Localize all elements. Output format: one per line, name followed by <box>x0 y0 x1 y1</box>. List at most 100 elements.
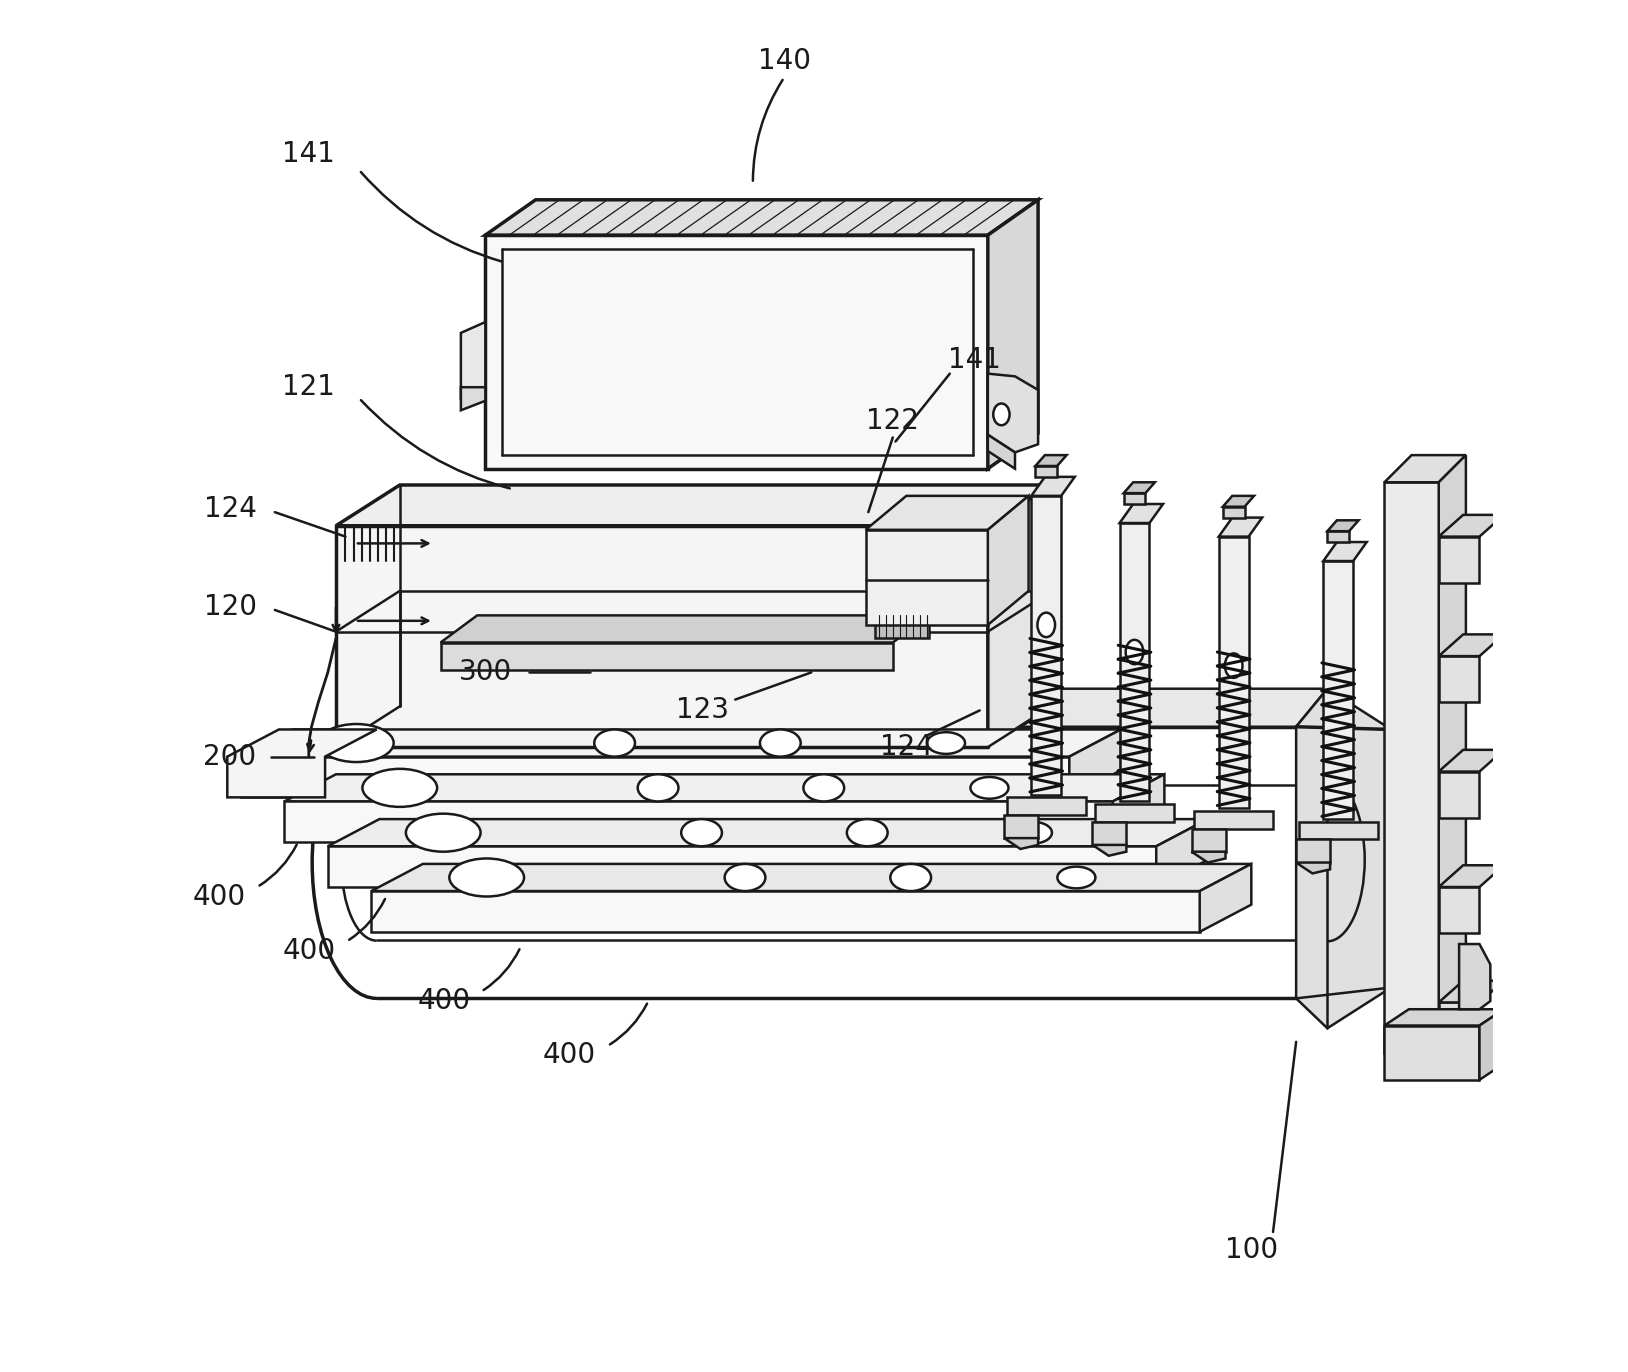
Ellipse shape <box>970 777 1008 799</box>
Polygon shape <box>1324 542 1368 561</box>
Ellipse shape <box>638 774 679 801</box>
Ellipse shape <box>803 774 845 801</box>
Polygon shape <box>1114 774 1164 842</box>
Polygon shape <box>1439 536 1480 583</box>
Polygon shape <box>1035 466 1057 477</box>
Ellipse shape <box>319 724 394 761</box>
FancyArrowPatch shape <box>484 949 519 991</box>
Polygon shape <box>1004 838 1039 849</box>
Polygon shape <box>441 642 892 670</box>
Text: 300: 300 <box>459 659 511 686</box>
Polygon shape <box>1035 456 1066 466</box>
FancyArrowPatch shape <box>361 172 501 262</box>
Polygon shape <box>1324 561 1353 819</box>
Polygon shape <box>1439 634 1504 656</box>
Text: 400: 400 <box>544 1041 596 1069</box>
Polygon shape <box>1384 1010 1504 1025</box>
Text: 400: 400 <box>282 937 335 965</box>
Ellipse shape <box>363 768 438 807</box>
Polygon shape <box>1384 483 1439 1052</box>
Polygon shape <box>1031 477 1074 495</box>
Polygon shape <box>1123 483 1154 493</box>
Text: 122: 122 <box>866 407 920 435</box>
Polygon shape <box>285 774 1164 801</box>
Polygon shape <box>1120 523 1149 801</box>
Text: 141: 141 <box>947 346 1001 375</box>
Polygon shape <box>1192 852 1226 863</box>
Text: 200: 200 <box>204 742 257 771</box>
Polygon shape <box>1439 981 1504 1003</box>
Ellipse shape <box>405 814 480 852</box>
Polygon shape <box>866 530 988 624</box>
Polygon shape <box>1123 493 1146 504</box>
Polygon shape <box>1092 845 1127 856</box>
Ellipse shape <box>1224 653 1242 678</box>
Polygon shape <box>376 689 1327 727</box>
Ellipse shape <box>594 730 635 756</box>
Polygon shape <box>228 730 376 797</box>
FancyArrowPatch shape <box>348 899 384 940</box>
FancyArrowPatch shape <box>259 845 296 885</box>
Polygon shape <box>241 730 1122 756</box>
Ellipse shape <box>449 859 524 896</box>
Polygon shape <box>1439 888 1480 933</box>
Ellipse shape <box>1125 639 1143 664</box>
Polygon shape <box>1192 829 1226 852</box>
Text: 124: 124 <box>204 495 257 524</box>
Ellipse shape <box>760 730 801 756</box>
Polygon shape <box>988 495 1029 624</box>
Polygon shape <box>1120 504 1162 523</box>
Text: 121: 121 <box>282 373 335 401</box>
Polygon shape <box>1439 656 1480 702</box>
Polygon shape <box>1219 536 1249 808</box>
Polygon shape <box>988 200 1039 469</box>
Polygon shape <box>1223 506 1244 517</box>
Text: 400: 400 <box>192 882 246 911</box>
Polygon shape <box>371 890 1200 932</box>
Polygon shape <box>327 819 1208 847</box>
Polygon shape <box>1092 822 1127 845</box>
FancyArrowPatch shape <box>361 401 510 488</box>
Polygon shape <box>335 484 1052 525</box>
Polygon shape <box>1296 689 1392 1028</box>
Text: 124: 124 <box>879 733 933 761</box>
Ellipse shape <box>1057 867 1096 888</box>
Polygon shape <box>1384 1025 1480 1080</box>
Ellipse shape <box>891 864 931 890</box>
Ellipse shape <box>724 864 765 890</box>
Polygon shape <box>1384 456 1465 483</box>
Polygon shape <box>461 322 485 398</box>
Ellipse shape <box>993 403 1009 425</box>
Text: 140: 140 <box>757 47 811 75</box>
Polygon shape <box>1004 815 1039 838</box>
Polygon shape <box>1327 520 1359 531</box>
Polygon shape <box>285 801 1114 842</box>
Polygon shape <box>1296 863 1330 874</box>
Polygon shape <box>1296 840 1330 863</box>
Polygon shape <box>461 387 485 410</box>
Polygon shape <box>1480 1010 1504 1080</box>
Polygon shape <box>1223 495 1254 506</box>
Polygon shape <box>335 525 988 748</box>
Polygon shape <box>988 373 1039 453</box>
Polygon shape <box>1439 750 1504 771</box>
Polygon shape <box>1219 517 1262 536</box>
Polygon shape <box>1006 797 1086 815</box>
Polygon shape <box>1439 514 1504 536</box>
Polygon shape <box>1195 811 1273 829</box>
Polygon shape <box>241 756 1070 797</box>
Ellipse shape <box>681 819 721 847</box>
Polygon shape <box>1031 495 1061 794</box>
Polygon shape <box>485 200 1039 235</box>
Polygon shape <box>1096 804 1174 822</box>
Polygon shape <box>1070 730 1122 797</box>
Polygon shape <box>1439 456 1465 1052</box>
Polygon shape <box>1327 531 1350 542</box>
Polygon shape <box>988 484 1052 748</box>
Polygon shape <box>1200 864 1252 932</box>
Polygon shape <box>441 616 930 642</box>
Text: 141: 141 <box>282 140 335 167</box>
Polygon shape <box>1459 944 1490 1010</box>
Polygon shape <box>1156 819 1208 888</box>
Text: 120: 120 <box>204 593 257 622</box>
